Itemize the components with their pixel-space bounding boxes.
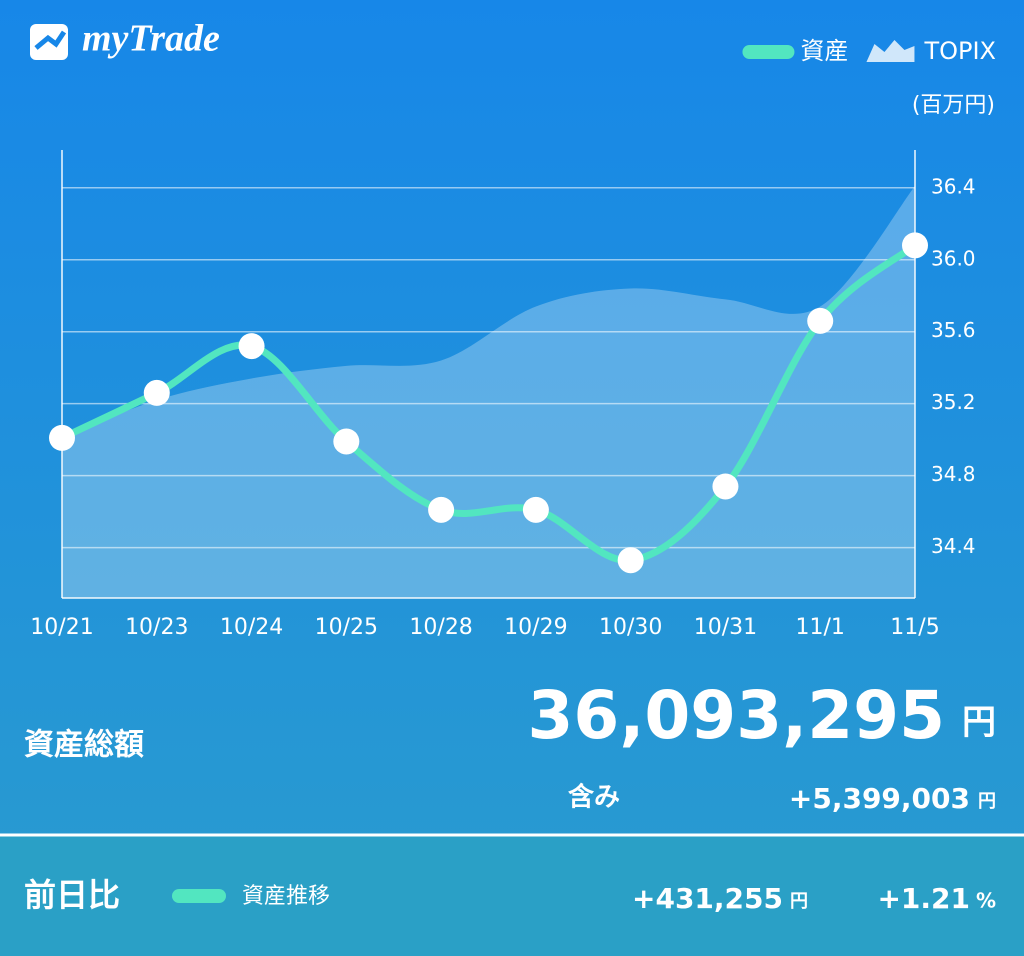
legend-swatch (866, 40, 915, 62)
x-tick-label: 10/24 (220, 615, 283, 640)
x-tick-label: 10/23 (125, 615, 188, 640)
y-tick-label: 36.0 (931, 246, 976, 270)
legend-label: TOPIX (923, 37, 996, 65)
total-unit: 円 (962, 703, 996, 743)
point (333, 428, 360, 455)
logo-icon (30, 24, 68, 60)
point (807, 307, 834, 334)
daily-percent: +1.21 (877, 882, 970, 915)
daily-change: +431,255 (632, 882, 783, 915)
x-tick-label: 10/29 (504, 615, 567, 640)
legend-label: 資産 (800, 37, 848, 65)
daily-legend: 資産推移 (242, 884, 330, 909)
logo: myTrade (82, 18, 220, 60)
point (522, 496, 549, 523)
total-label: 資産総額 (24, 728, 144, 763)
point (238, 333, 265, 360)
bottom-band (0, 836, 1024, 956)
y-tick-label: 35.2 (931, 390, 976, 414)
legend-swatch (742, 45, 795, 59)
x-tick-label: 10/30 (599, 615, 662, 640)
line (58, 241, 919, 564)
point (143, 379, 170, 406)
y-tick-label: 36.4 (931, 174, 976, 198)
gain-unit: 円 (978, 791, 996, 812)
daily-label: 前日比 (24, 876, 120, 914)
x-tick-label: 11/5 (890, 615, 939, 640)
point (712, 473, 739, 500)
point (617, 547, 644, 574)
total-value: 36,093,295 (527, 677, 945, 754)
y-tick-label: 35.6 (931, 318, 976, 342)
y-tick-label: 34.8 (931, 462, 976, 486)
daily-change-unit: 円 (790, 891, 808, 912)
x-tick-label: 10/31 (694, 615, 757, 640)
x-tick-label: 10/21 (30, 615, 93, 640)
daily-percent-unit: % (976, 889, 996, 913)
y-axis-label: (百万円) (912, 93, 995, 118)
point (428, 496, 455, 523)
y-tick-label: 34.4 (931, 534, 976, 558)
point (902, 232, 928, 259)
gain-value: +5,399,003 (789, 782, 970, 815)
daily-legend-swatch (172, 889, 226, 903)
x-tick-label: 10/25 (315, 615, 378, 640)
point (49, 424, 75, 451)
gain-label: 含み (568, 782, 620, 813)
x-tick-label: 10/28 (409, 615, 472, 640)
area (62, 185, 915, 598)
x-tick-label: 11/1 (796, 615, 845, 640)
